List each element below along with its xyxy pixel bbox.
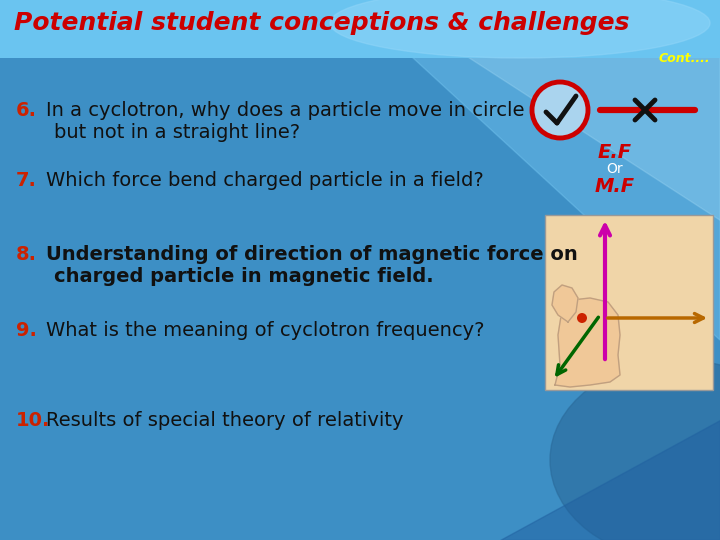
Text: Or: Or (607, 162, 624, 176)
FancyBboxPatch shape (0, 0, 720, 58)
Text: 9.: 9. (16, 321, 37, 340)
Text: 6.: 6. (16, 100, 37, 119)
Circle shape (532, 82, 588, 138)
Text: 10.: 10. (16, 410, 50, 429)
Bar (0, 0, 720, 50)
Text: 8.: 8. (16, 246, 37, 265)
Bar (545, 215, 713, 390)
Text: Results of special theory of relativity: Results of special theory of relativity (46, 410, 403, 429)
Polygon shape (552, 285, 578, 322)
Text: Cont....: Cont.... (658, 52, 710, 65)
Text: E.F: E.F (598, 144, 632, 163)
Text: charged particle in magnetic field.: charged particle in magnetic field. (54, 267, 433, 287)
Ellipse shape (550, 360, 720, 540)
Text: Which force bend charged particle in a field?: Which force bend charged particle in a f… (46, 171, 484, 190)
Polygon shape (200, 0, 720, 340)
Text: Understanding of direction of magnetic force on: Understanding of direction of magnetic f… (46, 246, 577, 265)
Text: but not in a straight line?: but not in a straight line? (54, 123, 300, 141)
Ellipse shape (330, 0, 710, 58)
Text: Potential student conceptions & challenges: Potential student conceptions & challeng… (14, 11, 629, 35)
Polygon shape (380, 0, 720, 220)
Text: What is the meaning of cyclotron frequency?: What is the meaning of cyclotron frequen… (46, 321, 485, 340)
Text: M.F: M.F (595, 178, 635, 197)
Text: 7.: 7. (16, 171, 37, 190)
Text: In a cyclotron, why does a particle move in circle: In a cyclotron, why does a particle move… (46, 100, 524, 119)
Polygon shape (500, 420, 720, 540)
Circle shape (577, 313, 587, 323)
Polygon shape (555, 298, 620, 387)
